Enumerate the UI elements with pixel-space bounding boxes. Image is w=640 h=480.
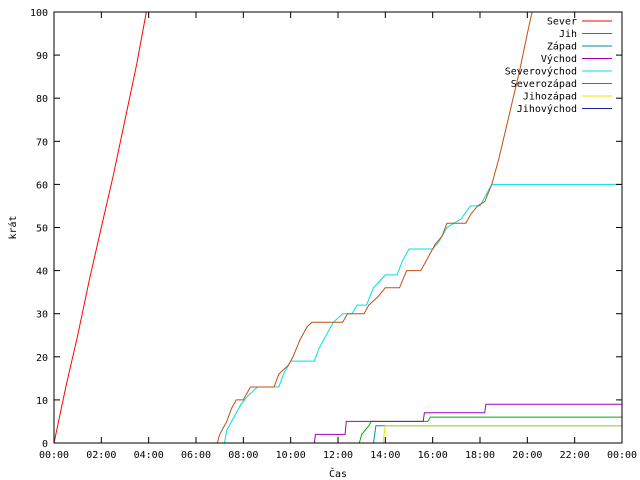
legend-label: Severovýchod <box>505 66 577 78</box>
legend-label: Jih <box>559 29 577 40</box>
y-tick-label: 80 <box>36 94 48 105</box>
series-line <box>382 425 622 443</box>
y-tick-label: 40 <box>36 267 48 278</box>
y-tick-label: 60 <box>36 180 48 191</box>
y-tick-label: 20 <box>36 353 48 364</box>
series-layer <box>54 12 622 443</box>
legend-label: Jihovýchod <box>517 103 577 115</box>
x-tick-label: 12:00 <box>323 450 353 461</box>
legend-label: Západ <box>547 41 577 53</box>
y-tick-label: 70 <box>36 137 48 148</box>
legend-label: Sever <box>547 17 577 28</box>
x-tick-label: 20:00 <box>512 450 542 461</box>
series-line <box>313 403 622 443</box>
x-tick-label: 16:00 <box>418 450 448 461</box>
y-tick-label: 100 <box>30 8 48 19</box>
x-tick-label: 14:00 <box>370 450 400 461</box>
x-tick-label: 18:00 <box>465 450 495 461</box>
x-tick-label: 00:00 <box>39 450 69 461</box>
x-tick-label: 04:00 <box>134 450 164 461</box>
y-tick-label: 30 <box>36 310 48 321</box>
x-tick-label: 00:00 <box>607 450 637 461</box>
x-tick-label: 10:00 <box>276 450 306 461</box>
legend-label: Severozápad <box>511 78 577 90</box>
y-tick-label: 10 <box>36 396 48 407</box>
legend-label: Jihozápad <box>523 91 577 103</box>
series-line <box>373 425 622 443</box>
legend: SeverJihZápadVýchodSeverovýchodSeverozáp… <box>505 17 612 115</box>
y-tick-label: 50 <box>36 224 48 235</box>
x-axis-title: Čas <box>329 467 347 480</box>
y-tick-label: 0 <box>42 439 48 450</box>
x-tick-label: 02:00 <box>86 450 116 461</box>
x-tick-label: 22:00 <box>560 450 590 461</box>
y-axis-title: krát <box>7 215 19 239</box>
ticks-layer: 00:00 02:00 04:00 06:00 08:00 10:00 12:00 14:00… <box>30 8 637 461</box>
series-line <box>216 12 533 443</box>
series-line <box>54 12 147 443</box>
legend-label: Východ <box>541 53 577 65</box>
x-tick-label: 06:00 <box>181 450 211 461</box>
y-tick-label: 90 <box>36 51 48 62</box>
x-tick-label: 08:00 <box>228 450 258 461</box>
